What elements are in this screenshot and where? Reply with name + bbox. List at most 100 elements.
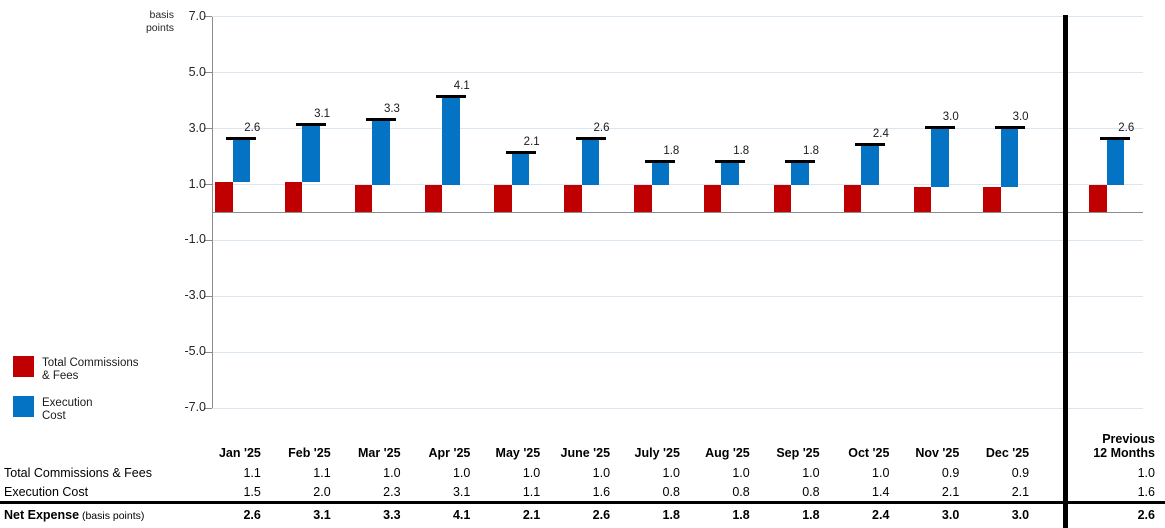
- table-col-header: Oct '25: [848, 446, 890, 460]
- legend-label-line: & Fees: [42, 370, 79, 382]
- y-axis-tick-label: -7.0: [184, 400, 206, 414]
- y-axis-tick: [204, 295, 212, 297]
- y-axis-unit-label: basis points: [126, 9, 174, 35]
- table-cell: 1.1: [522, 484, 541, 499]
- y-gridline: [212, 184, 1143, 186]
- table-cell: 0.9: [941, 465, 960, 480]
- y-axis-tick-label: -1.0: [184, 232, 206, 247]
- table-cell: 1.8: [682, 501, 753, 526]
- execution-cost-bar: [302, 125, 320, 182]
- legend-swatch-total-commissions-fees: [13, 356, 34, 377]
- execution-cost-bar: [931, 128, 949, 188]
- net-expense-total-label: 2.4: [872, 127, 889, 140]
- table-row-label: Execution Cost: [0, 482, 194, 503]
- net-expense-data-table: Jan '25 Feb '25 Mar '25 Apr '25 May '25 June …: [0, 420, 1165, 526]
- net-expense-total-cap: [645, 159, 676, 163]
- table-cell: 2.4: [822, 501, 893, 526]
- execution-cost-bar: [581, 139, 600, 185]
- table-cell: 1.0: [452, 465, 471, 480]
- y-axis-tick: [204, 184, 212, 186]
- y-axis-tick: [204, 16, 212, 18]
- total-commissions-fees-bar: [843, 184, 862, 213]
- y-gridline: [212, 239, 1143, 241]
- total-commissions-fees-bar: [983, 187, 1001, 213]
- legend-swatch-execution-cost: [13, 396, 34, 417]
- table-cell: 3.0: [892, 501, 963, 526]
- net-expense-total-cap: [575, 137, 606, 141]
- execution-cost-bar: [1106, 139, 1124, 185]
- table-cell: 1.0: [383, 465, 401, 480]
- y-axis-tick-label: 3.0: [188, 120, 206, 135]
- table-cell: 2.0: [313, 484, 331, 499]
- table-cell: 0.9: [1011, 465, 1030, 480]
- table-row-net-expense: Net Expense (basis points) 2.6 3.1 3.3 4.1 2.…: [0, 501, 1165, 526]
- table-cell: 1.1: [243, 465, 261, 480]
- table-cell: 1.0: [592, 465, 611, 480]
- y-axis-tick: [204, 407, 212, 409]
- total-commissions-fees-bar: [284, 181, 303, 213]
- y-axis-tick-label: 5.0: [188, 64, 206, 79]
- y-axis-tick-label: -3.0: [184, 288, 206, 303]
- table-cell: 0.8: [802, 484, 820, 499]
- total-commissions-fees-bar: [564, 184, 582, 213]
- net-expense-total-cap: [435, 95, 466, 99]
- net-expense-total-cap: [715, 159, 746, 163]
- table-col-header-line: Previous: [1102, 432, 1155, 446]
- chart-legend: Total Commissions & Fees Execution Cost: [13, 356, 139, 423]
- y-gridline: [212, 72, 1143, 74]
- execution-cost-bar: [372, 120, 390, 185]
- table-cell: 2.1: [1011, 484, 1030, 499]
- table-cell: 2.1: [941, 484, 960, 499]
- y-gridline: [212, 407, 1143, 409]
- table-cell: 1.5: [243, 484, 261, 499]
- execution-cost-bar: [511, 153, 530, 185]
- y-axis-tick: [204, 128, 212, 130]
- table-cell-previous-12-months: 1.0: [1137, 465, 1155, 480]
- net-expense-total-cap: [785, 159, 816, 163]
- net-expense-total-cap: [924, 126, 955, 130]
- execution-cost-bar: [442, 97, 460, 185]
- net-expense-total-cap: [505, 151, 536, 155]
- table-col-header: Apr '25: [428, 446, 471, 460]
- y-axis-tick: [204, 351, 212, 353]
- total-commissions-fees-bar: [1089, 184, 1107, 213]
- table-cell: 1.8: [752, 501, 823, 526]
- y-axis-line: [212, 17, 213, 408]
- table-row-label: Total Commissions & Fees: [0, 463, 194, 482]
- table-cell: 2.6: [194, 501, 264, 526]
- legend-label-line: Cost: [42, 410, 66, 422]
- net-expense-total-label: 3.0: [942, 111, 959, 124]
- execution-cost-bar: [721, 162, 739, 185]
- execution-cost-bar: [651, 162, 670, 185]
- table-cell: 3.0: [962, 501, 1033, 526]
- y-gridline: [212, 295, 1143, 297]
- execution-cost-bar: [861, 145, 879, 185]
- table-cell: 0.8: [732, 484, 750, 499]
- y-axis-unit-line: points: [145, 22, 174, 34]
- legend-label-total-commissions-fees: Total Commissions & Fees: [42, 356, 139, 383]
- table-cell: 1.0: [522, 465, 541, 480]
- table-col-header: Sep '25: [776, 446, 820, 460]
- net-expense-total-cap: [296, 123, 327, 127]
- table-col-header: Feb '25: [288, 446, 331, 460]
- net-expense-total-cap: [226, 137, 257, 141]
- table-col-header: Dec '25: [985, 446, 1030, 460]
- table-cell: 1.0: [662, 465, 680, 480]
- table-cell: 3.3: [333, 501, 404, 526]
- table-row-label-suffix: (basis points): [79, 510, 145, 522]
- legend-item-total-commissions-fees: Total Commissions & Fees: [13, 356, 139, 383]
- net-expense-total-label: 1.8: [733, 144, 750, 157]
- total-commissions-fees-bar: [424, 184, 443, 213]
- table-cell: 1.1: [313, 465, 331, 480]
- period-separator-line: [1063, 15, 1068, 528]
- net-expense-total-label: 3.1: [314, 108, 331, 121]
- table-cell: 1.6: [592, 484, 611, 499]
- total-commissions-fees-bar: [703, 184, 722, 213]
- y-gridline: [212, 351, 1143, 353]
- net-expense-total-cap: [854, 142, 885, 146]
- table-row-label: Net Expense (basis points): [0, 501, 194, 526]
- table-header-row: Jan '25 Feb '25 Mar '25 Apr '25 May '25 June …: [0, 420, 1165, 463]
- total-commissions-fees-bar: [215, 181, 233, 213]
- y-axis-tick-label: -5.0: [184, 344, 206, 359]
- legend-item-execution-cost: Execution Cost: [13, 396, 139, 423]
